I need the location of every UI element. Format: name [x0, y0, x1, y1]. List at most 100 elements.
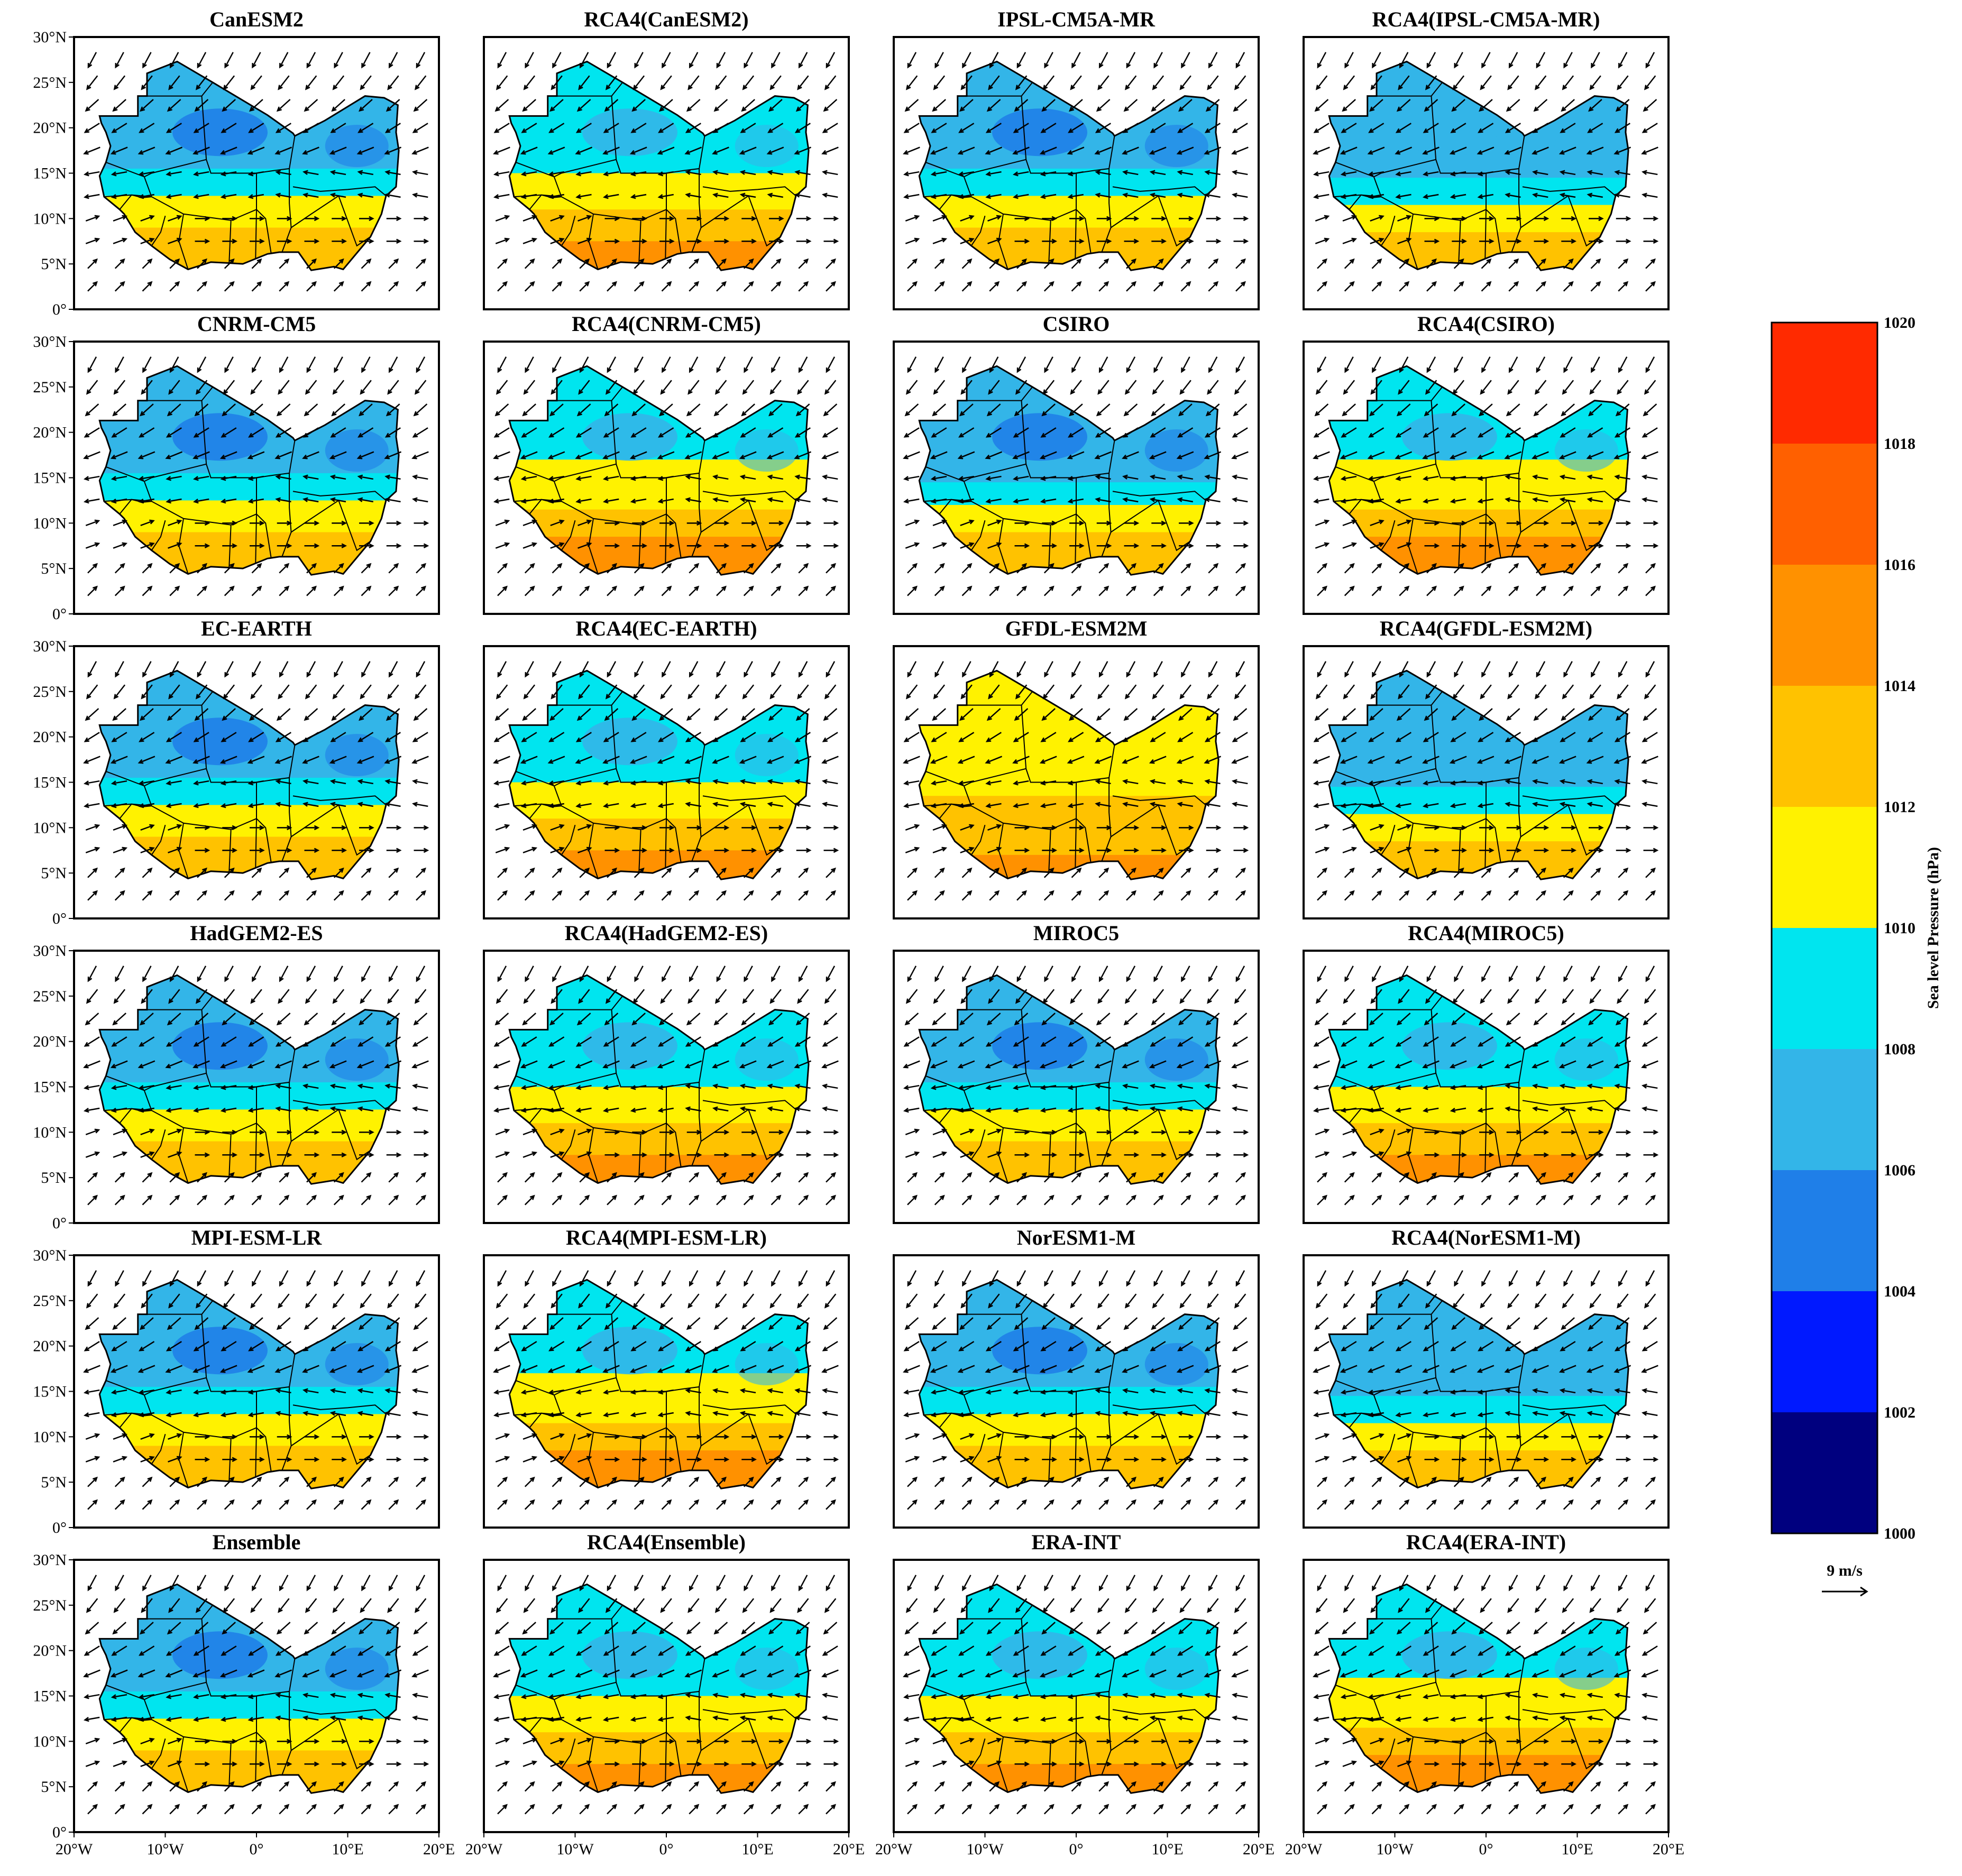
wind-arrow [166, 451, 183, 459]
wind-arrow [741, 123, 756, 133]
wind-arrow [279, 52, 289, 68]
wind-arrow [1508, 1781, 1519, 1792]
wind-arrow [771, 52, 781, 68]
wind-arrow [1615, 123, 1630, 133]
wind-arrow [1068, 1669, 1085, 1677]
wind-arrow [1125, 380, 1137, 394]
wind-arrow [1069, 99, 1083, 112]
wind-arrow [306, 1270, 316, 1286]
wind-arrow [140, 708, 154, 721]
wind-arrow [1562, 1598, 1574, 1613]
wind-arrow [713, 1716, 729, 1721]
wind-arrow [741, 1694, 756, 1698]
wind-arrow [1043, 1477, 1054, 1487]
wind-arrow [361, 563, 371, 574]
wind-arrow [524, 1804, 535, 1815]
wind-arrow [631, 1694, 647, 1698]
wind-arrow [85, 780, 100, 785]
wind-arrow [662, 1270, 671, 1286]
wind-arrow [1315, 1129, 1329, 1135]
wind-arrow [388, 868, 399, 878]
wind-arrow [1096, 1412, 1111, 1417]
wind-arrow [1153, 890, 1163, 901]
colorbar-segment [1772, 444, 1877, 565]
wind-arrow [494, 1060, 510, 1068]
wind-arrow [1642, 1669, 1658, 1677]
wind-arrow [222, 1107, 237, 1112]
wind-arrow [1590, 380, 1601, 394]
wind-arrow [1124, 1622, 1138, 1634]
wind-arrow [1481, 661, 1491, 677]
wind-arrow [1180, 1195, 1191, 1206]
wind-arrow [687, 1013, 701, 1025]
wind-arrow [1123, 1669, 1139, 1677]
wind-arrow [1397, 1761, 1411, 1767]
wind-arrow [1014, 171, 1029, 176]
wind-arrow [1207, 380, 1219, 394]
wind-arrow [249, 498, 264, 503]
wind-arrow [961, 75, 973, 90]
wind-arrow [932, 1456, 946, 1463]
wind-arrow [1205, 1669, 1222, 1677]
wind-arrow [603, 1669, 620, 1677]
wind-arrow [333, 1172, 344, 1183]
wind-arrow [1454, 1575, 1463, 1590]
wind-arrow [522, 1622, 536, 1634]
wind-arrow [1016, 1500, 1026, 1510]
wind-arrow [1508, 1172, 1519, 1183]
wind-arrow [959, 1645, 975, 1656]
wind-arrow [904, 451, 920, 459]
wind-arrow [1424, 498, 1439, 503]
wind-arrow [522, 520, 536, 526]
wind-arrow [521, 451, 538, 459]
wind-arrow [1314, 194, 1330, 198]
wind-arrow [797, 1598, 809, 1613]
wind-arrow [767, 146, 784, 154]
wind-arrow [276, 732, 291, 742]
wind-arrow [1070, 1598, 1082, 1613]
country-border [1373, 705, 1437, 787]
wind-arrow [798, 890, 809, 901]
wind-arrow [689, 1781, 699, 1792]
wind-arrow [1645, 1270, 1655, 1286]
wind-arrow [1398, 75, 1410, 90]
wind-arrow [604, 1107, 619, 1112]
wind-arrow [1369, 123, 1385, 133]
wind-arrow [1208, 1172, 1218, 1183]
wind-arrow [1232, 756, 1249, 764]
wind-arrow [826, 965, 836, 981]
wind-arrow [416, 868, 426, 878]
wind-arrow [1615, 427, 1630, 438]
wind-arrow [1315, 824, 1329, 831]
wind-arrow [1205, 451, 1222, 459]
wind-arrow [306, 661, 316, 677]
wind-arrow [168, 684, 180, 699]
panel-title: RCA4(Ensemble) [587, 1530, 746, 1554]
wind-arrow [795, 1060, 812, 1068]
wind-arrow [1341, 451, 1358, 459]
panel-frame [893, 341, 1260, 615]
country-border [665, 1123, 667, 1173]
map-panel: RCA4(NorESM1-M) [1303, 1226, 1670, 1529]
lat-tick-label: 15°N [33, 1079, 67, 1096]
wind-arrow [743, 1804, 754, 1815]
wind-arrow [798, 563, 809, 574]
wind-arrow [1177, 1669, 1194, 1677]
wind-arrow [303, 1669, 319, 1677]
wind-arrow [522, 1694, 537, 1698]
lat-tick-label: 20°N [33, 424, 67, 442]
wind-arrow [169, 1781, 180, 1792]
wind-arrow [1396, 1645, 1411, 1656]
wind-arrow [823, 123, 838, 133]
wind-arrow [1344, 1781, 1354, 1792]
wind-arrow [1590, 281, 1601, 292]
wind-arrow [823, 803, 838, 807]
wind-arrow [604, 427, 619, 438]
wind-arrow [931, 1365, 948, 1373]
wind-arrow [904, 1412, 920, 1417]
wind-arrow [114, 563, 125, 574]
wind-arrow [1536, 356, 1546, 372]
wind-arrow [1587, 1365, 1604, 1373]
wind-arrow [358, 498, 374, 503]
